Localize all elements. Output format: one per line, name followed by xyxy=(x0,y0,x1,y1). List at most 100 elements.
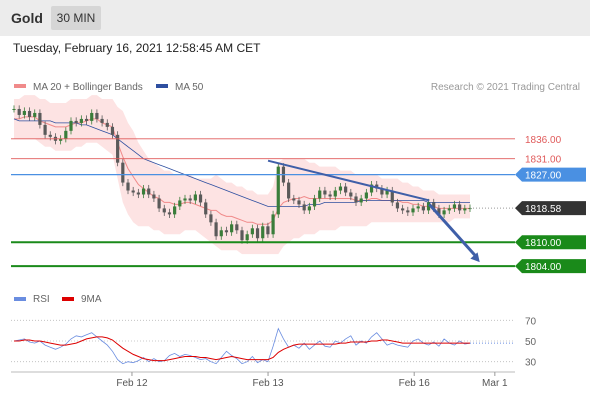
candle-body xyxy=(12,108,16,110)
candle-body xyxy=(442,210,446,215)
candle-body xyxy=(328,194,332,197)
x-tick-label: Feb 12 xyxy=(116,378,148,389)
candle-body xyxy=(17,108,21,115)
rsi-tick-label: 50 xyxy=(525,337,537,348)
legend-ma50-swatch xyxy=(156,84,168,88)
candle-body xyxy=(349,192,353,197)
legend-ma20-swatch xyxy=(14,84,26,88)
candle-body xyxy=(390,190,394,203)
candle-body xyxy=(287,182,291,199)
candle-body xyxy=(354,196,358,203)
candle-body xyxy=(401,208,405,211)
candle-body xyxy=(292,198,296,201)
resistance-label: 1831.00 xyxy=(525,155,562,166)
candle-body xyxy=(255,228,260,239)
price-legend: MA 20 + Bollinger Bands MA 50 Research ©… xyxy=(14,82,580,93)
candle-body xyxy=(209,214,213,223)
candle-body xyxy=(323,190,327,195)
candle-body xyxy=(126,182,130,191)
candle-body xyxy=(271,214,275,235)
candle-body xyxy=(136,192,140,195)
candle-body xyxy=(64,130,68,139)
rsi-tick-label: 30 xyxy=(525,358,537,369)
candle-body xyxy=(183,198,187,201)
candle-body xyxy=(426,202,431,211)
candle-body xyxy=(369,184,374,193)
candle-body xyxy=(421,206,425,211)
bollinger-band xyxy=(14,95,470,255)
candle-body xyxy=(297,200,301,205)
candle-body xyxy=(463,208,467,211)
candle-body xyxy=(90,112,94,121)
candle-body xyxy=(162,208,166,213)
candle-body xyxy=(318,190,322,199)
candle-body xyxy=(359,198,363,203)
x-tick-label: Mar 1 xyxy=(482,378,508,389)
rsi-tick-label: 70 xyxy=(525,316,537,327)
candle-body xyxy=(95,112,99,119)
candle-body xyxy=(447,208,451,211)
legend-rsi-swatch xyxy=(14,297,26,301)
candle-body xyxy=(188,198,192,201)
candle-body xyxy=(437,208,441,215)
candle-body xyxy=(173,206,177,215)
rsi-line xyxy=(13,327,471,365)
candle-body xyxy=(307,206,311,211)
timeframe-badge[interactable]: 30 MIN xyxy=(51,6,101,30)
instrument-title: Gold xyxy=(11,10,43,26)
candle-body xyxy=(74,120,78,123)
rsi-layer: 70 50 30 xyxy=(11,316,537,369)
candle-body xyxy=(100,118,104,123)
candle-body xyxy=(84,118,89,121)
candle-body xyxy=(406,210,410,213)
candle-body xyxy=(395,202,400,209)
candle-body xyxy=(302,204,306,211)
candle-body xyxy=(110,126,115,135)
candle-body xyxy=(266,226,270,235)
candle-body xyxy=(214,222,218,237)
chart-header: Gold 30 MIN xyxy=(0,0,590,36)
candle-body xyxy=(250,228,254,235)
legend-ma50-label: MA 50 xyxy=(175,82,204,93)
candle-body xyxy=(230,224,234,233)
candle-body xyxy=(198,194,203,203)
candle-body xyxy=(121,162,125,183)
candle-body xyxy=(33,112,37,117)
pivot-tag xyxy=(515,167,586,182)
rsi-legend: RSI 9MA xyxy=(14,294,102,305)
candle-body xyxy=(38,112,42,125)
legend-ma20-label: MA 20 + Bollinger Bands xyxy=(33,82,143,93)
candle-body xyxy=(432,202,436,209)
legend-rsi-label: RSI xyxy=(33,294,50,305)
resistance-label: 1836.00 xyxy=(525,135,562,146)
candle-body xyxy=(261,226,265,239)
candle-body xyxy=(224,230,229,233)
rsi-ma-line xyxy=(14,336,470,362)
candle-body xyxy=(364,192,368,199)
support-tag xyxy=(515,235,586,250)
candle-body xyxy=(344,186,348,193)
projection-arrow-head xyxy=(470,252,480,263)
timestamp: Tuesday, February 16, 2021 12:58:45 AM C… xyxy=(13,41,261,55)
candle-body xyxy=(59,138,63,141)
candle-body xyxy=(245,234,249,241)
support-label: 1810.00 xyxy=(525,238,562,249)
candle-body xyxy=(235,224,239,231)
x-axis: Feb 12 Feb 13 Feb 16 Mar 1 xyxy=(11,371,515,389)
candle-body xyxy=(116,134,120,163)
legend-9ma-swatch xyxy=(62,297,74,301)
levels-layer: 1836.00 1831.00 1827.00 1818.58 1810.00 1804.… xyxy=(11,135,586,274)
candle-body xyxy=(157,198,161,209)
copyright: Research © 2021 Trading Central xyxy=(431,82,580,93)
candle-body xyxy=(411,208,415,213)
candle-body xyxy=(193,194,197,201)
support-label: 1804.00 xyxy=(525,262,562,273)
candle-body xyxy=(105,122,109,127)
candle-body xyxy=(338,186,343,191)
legend-9ma-label: 9MA xyxy=(81,294,102,305)
projection-arrow-shaft xyxy=(428,203,477,258)
candle-body xyxy=(27,110,32,117)
candle-body xyxy=(131,190,135,193)
candle-body xyxy=(69,120,73,131)
